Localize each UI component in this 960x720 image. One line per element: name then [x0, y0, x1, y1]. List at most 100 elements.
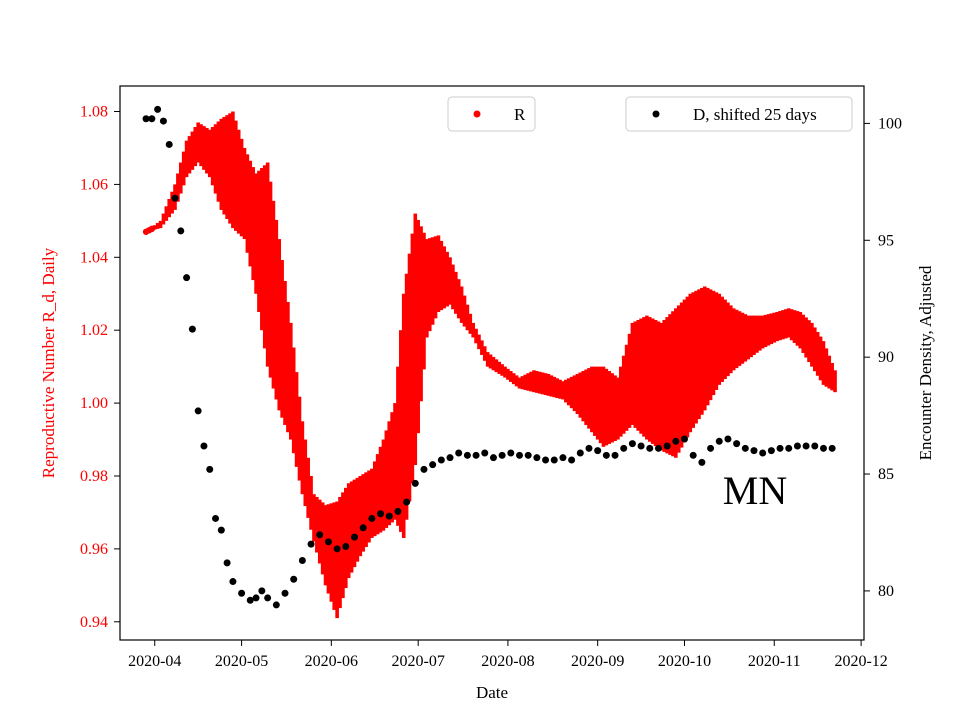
d-point	[741, 444, 749, 452]
r-point	[662, 319, 667, 452]
r-point	[245, 154, 250, 253]
right-y-axis: 80 85 90 95 100	[864, 115, 902, 600]
r-point	[781, 310, 785, 340]
r-point	[251, 167, 255, 281]
x-tick-label: 2020-09	[571, 653, 624, 670]
d-point	[446, 454, 454, 462]
r-point	[731, 308, 736, 371]
d-point	[559, 454, 567, 462]
r-point	[587, 368, 591, 429]
d-point	[793, 442, 801, 450]
d-point	[811, 442, 819, 450]
r-point	[410, 233, 415, 484]
r-point	[650, 318, 655, 444]
right-y-tick-label: 95	[878, 232, 894, 249]
r-point	[176, 173, 180, 202]
d-point	[472, 451, 480, 459]
r-point	[257, 170, 261, 312]
r-point	[323, 505, 328, 586]
r-point	[757, 315, 762, 351]
d-point	[602, 451, 610, 459]
r-point	[454, 271, 458, 314]
x-tick-label: 2020-05	[215, 653, 268, 670]
r-point	[396, 366, 400, 526]
r-point	[772, 312, 777, 343]
d-point	[252, 594, 260, 602]
r-point	[280, 260, 284, 418]
r-point	[581, 371, 585, 422]
r-point	[584, 369, 588, 425]
r-point	[352, 479, 357, 568]
r-point	[746, 315, 751, 360]
r-point	[268, 181, 273, 378]
d-point	[594, 447, 602, 455]
d-point	[264, 594, 272, 602]
left-y-tick-label: 1.04	[80, 249, 108, 266]
r-point	[277, 239, 282, 411]
r-point	[332, 502, 337, 610]
r-point	[697, 289, 701, 420]
r-point	[639, 318, 643, 434]
legend-d-marker	[652, 110, 660, 118]
d-point	[776, 444, 784, 452]
r-point	[537, 371, 542, 394]
r-point	[769, 313, 774, 345]
r-point	[488, 354, 493, 369]
r-point	[737, 311, 742, 366]
d-point	[359, 524, 367, 532]
d-point	[620, 444, 628, 452]
r-point	[685, 296, 690, 438]
d-point	[646, 444, 654, 452]
r-point	[503, 366, 507, 378]
d-point	[200, 442, 208, 450]
d-point	[368, 514, 376, 522]
r-point	[271, 200, 276, 389]
r-point	[824, 348, 829, 387]
r-point	[407, 253, 412, 502]
r-point	[416, 219, 420, 434]
r-point	[717, 293, 722, 385]
r-point	[320, 502, 325, 575]
r-point	[665, 317, 669, 454]
legend-d: D, shifted 25 days	[625, 96, 853, 132]
r-point	[260, 168, 264, 331]
r-point	[546, 373, 551, 396]
d-point	[654, 444, 662, 452]
r-point	[659, 322, 664, 451]
r-point	[561, 381, 565, 400]
x-tick-label: 2020-10	[658, 653, 711, 670]
r-point	[627, 333, 632, 428]
d-point	[206, 465, 214, 473]
r-point	[381, 439, 386, 531]
r-point	[442, 246, 447, 309]
left-y-tick-label: 0.94	[80, 614, 108, 631]
r-series-layer	[142, 111, 837, 619]
d-point	[420, 465, 428, 473]
r-point	[815, 332, 820, 376]
r-point	[465, 304, 470, 331]
r-point	[766, 314, 771, 346]
r-point	[569, 376, 574, 409]
r-point	[364, 472, 368, 548]
r-point	[349, 481, 354, 573]
d-point	[759, 449, 767, 457]
r-point	[520, 376, 525, 390]
left-y-tick-label: 0.96	[80, 541, 108, 558]
r-point	[760, 315, 765, 349]
legend-r: R	[447, 96, 536, 132]
d-point	[819, 444, 827, 452]
r-point	[459, 286, 464, 323]
r-point	[306, 457, 310, 518]
d-point	[724, 435, 732, 443]
d-point	[715, 437, 723, 445]
r-point	[370, 468, 374, 538]
r-point	[595, 366, 600, 440]
r-point	[344, 487, 348, 589]
r-point	[674, 308, 678, 458]
r-point	[552, 376, 557, 398]
d-point	[767, 447, 775, 455]
d-point	[298, 557, 306, 565]
d-point	[802, 442, 810, 450]
r-point	[566, 378, 571, 406]
r-point	[228, 113, 232, 224]
